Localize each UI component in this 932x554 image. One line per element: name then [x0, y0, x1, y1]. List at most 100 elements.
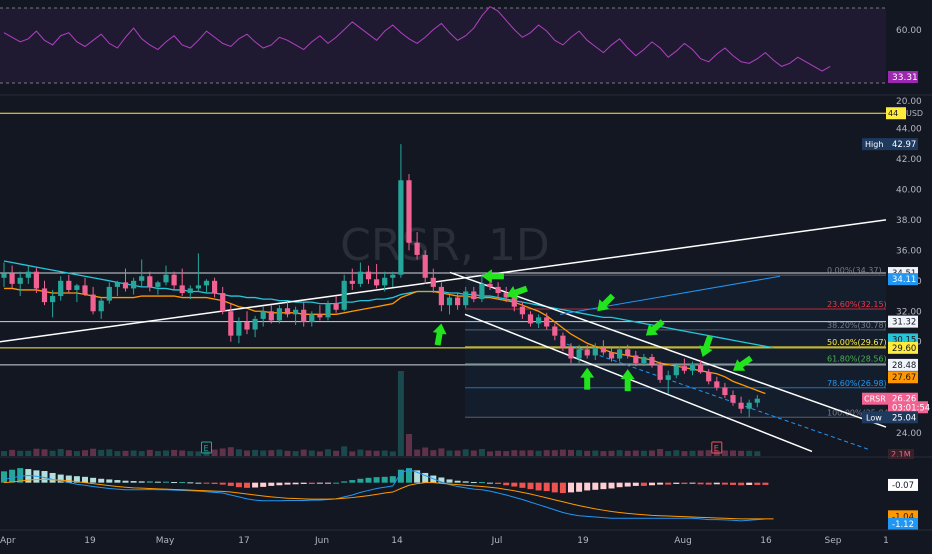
candle-body [617, 349, 623, 359]
macd-pane[interactable]: -0.07 -1.04-1.12 [0, 456, 932, 530]
macd-hist-bar [632, 482, 639, 486]
candle-body [754, 398, 760, 403]
macd-hist-bar [519, 482, 526, 488]
macd-hist-bar [284, 482, 291, 485]
rsi-tick-20: 20.00 [896, 97, 922, 107]
volume-bar [519, 450, 526, 456]
candle-body [82, 285, 88, 295]
macd-hist-bar [98, 478, 105, 483]
macd-hist-bar [454, 480, 461, 483]
yellow-level-badge-label: 44 [888, 109, 898, 118]
candle-body [722, 387, 728, 396]
macd-hist-bar [681, 482, 688, 484]
arrow-down-left-2 [645, 319, 665, 336]
price-tick-40.00: 40.00 [896, 185, 922, 195]
volume-bar [535, 450, 542, 456]
fib-level-label-6: 100.00%(25.04) [827, 408, 892, 417]
price-badge-label-5: 28.48 [892, 361, 916, 371]
candle-body [471, 291, 477, 300]
candle-body [608, 352, 615, 359]
candle-body [33, 271, 39, 289]
volume-bar [284, 450, 291, 456]
time-tick-9: 16 [760, 536, 772, 546]
candle-body [738, 402, 744, 409]
macd-hist-bar [341, 481, 348, 483]
macd-hist-bar [673, 482, 680, 484]
rsi-pane[interactable]: 60.00 20.00 33.31 [0, 5, 932, 107]
volume-bar [640, 450, 647, 456]
macd-hist-bar [584, 482, 591, 491]
macd-hist-bar [333, 482, 340, 484]
macd-hist-bar [422, 472, 429, 483]
volume-bar [430, 450, 437, 456]
time-tick-6: Jul [491, 536, 503, 546]
price-badge-9 [888, 411, 918, 424]
volume-bar [422, 447, 429, 456]
price-badge-label-1: 34.11 [892, 275, 916, 285]
candle-body [268, 311, 274, 321]
candle-body [438, 286, 444, 306]
candle-body [220, 292, 226, 312]
price-pane[interactable]: CRSR, 1D 0.00%(34.37) 23.60%(32.15) 38.20%… [0, 107, 930, 459]
candle-body [349, 280, 355, 284]
candle-body [147, 276, 153, 287]
macd-hist-bar [252, 482, 259, 488]
macd-hist-bar [551, 482, 558, 493]
volume-bar [41, 449, 48, 456]
volume-bar [624, 450, 631, 456]
volume-label: 2.1M [891, 450, 911, 459]
macd-hist-bar [179, 482, 186, 484]
annotation-arrows [432, 269, 753, 392]
volume-bar [592, 450, 599, 456]
macd-hist-bar [665, 482, 672, 485]
macd-hist-bar [527, 482, 534, 490]
volume-bar [389, 451, 396, 456]
macd-hist-bar [470, 482, 477, 484]
candle-body [527, 314, 534, 324]
volume-bar [130, 450, 137, 456]
volume-bar [57, 449, 64, 456]
candle-body [74, 285, 80, 290]
macd-hist-bar [689, 482, 696, 484]
volume-bar [584, 450, 591, 456]
price-badge-10 [888, 138, 918, 151]
candle-body [325, 303, 331, 318]
candle-body [463, 291, 469, 306]
macd-hist-bar [65, 475, 72, 483]
candle-body [382, 277, 388, 286]
volume-bar [244, 450, 250, 456]
macd-hist-bar [219, 482, 226, 485]
volume-bar [195, 451, 202, 456]
macd-hist-bar [227, 482, 234, 486]
arrow-left-1 [481, 269, 504, 284]
volume-bar [73, 451, 80, 456]
candle-body [357, 271, 363, 284]
rsi-band [0, 8, 886, 83]
fib-level-label-5: 78.60%(26.98) [827, 379, 887, 388]
macd-hist-bar [592, 482, 599, 490]
macd-hist-bar [503, 482, 510, 486]
volume-bar [495, 450, 502, 456]
volume-bar [373, 450, 380, 456]
channel-mid-line [559, 341, 871, 451]
blue-ray [559, 275, 781, 315]
price-badge-5 [888, 358, 918, 371]
arrow-left-2 [506, 285, 528, 300]
channel-lower-line [464, 313, 813, 453]
fib-retracement: 0.00%(34.37) 23.60%(32.15) 38.20%(30.78) 50… [465, 266, 892, 418]
macd-hist-bar [1, 471, 7, 483]
candle-body [406, 180, 412, 243]
arrow-up-3-shape [620, 369, 635, 392]
candle-body [114, 282, 120, 287]
time-tick-10: Sep [825, 536, 842, 546]
rsi-value-label: 33.31 [892, 73, 918, 83]
volume-bar [341, 446, 348, 456]
time-axis[interactable]: Apr 19 May 17 Jun 14 Jul 19 Aug 16 Sep 1 [0, 529, 932, 546]
candle-body [552, 326, 558, 336]
volume-bar [632, 450, 639, 456]
candle-body [544, 317, 550, 327]
candle-body [673, 366, 679, 376]
time-tick-5: 14 [391, 536, 403, 546]
fib-level-label-0: 0.00%(34.37) [827, 266, 882, 275]
